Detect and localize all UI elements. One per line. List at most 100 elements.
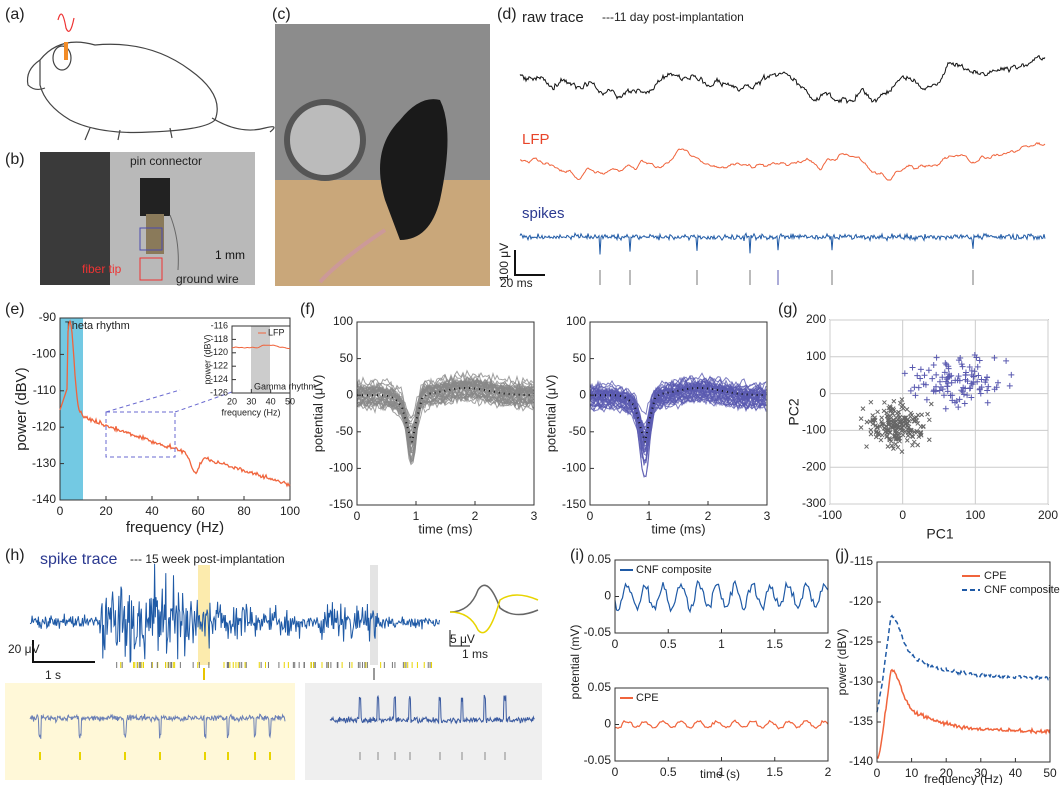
y-axis-label: potential (μV) [543,375,558,453]
scatter-x [885,433,890,439]
waveform [589,378,767,438]
scatter-x [888,438,894,444]
trace-label: spikes [522,205,565,222]
scatter-x [890,417,896,423]
scatter-x [884,413,890,419]
scatter-plus [914,372,921,379]
scatter-plus [907,387,914,394]
scatter-x [864,444,869,449]
scatter-x [858,425,864,430]
scatter-x [868,431,874,437]
y-tick-label: -100 [329,461,353,475]
scatter-plus [974,378,981,385]
title: raw trace [522,9,584,26]
scatter-x [899,428,905,433]
scatter-x [891,423,897,429]
zoom-panel [305,683,542,780]
scatter-x [889,443,895,448]
scale-label: 1 ms [462,647,488,661]
scatter-plus [991,354,998,361]
scatter-plus [944,374,951,381]
y-tick-label: -90 [39,310,57,324]
x-tick-label: 0 [587,509,594,523]
scatter-plus [973,354,980,361]
scatter-plus [978,376,985,383]
scatter-plus [901,370,908,377]
mean-waveform [590,386,766,443]
scatter-x [895,444,901,450]
scatter-plus [978,384,985,391]
scatter-plus [929,375,936,382]
scatter-plus [917,375,924,382]
x-tick-label: 1 [718,765,725,779]
x-tick-label: 0.5 [660,765,677,779]
x-tick-label: 10 [905,766,919,780]
x-tick-label: 60 [191,504,205,518]
scatter-plus [920,381,927,388]
mouse-sketch [26,13,275,141]
x-tick-label: 0 [612,765,619,779]
zoom-panel [5,683,295,780]
scatter-plus [967,384,974,391]
scatter-x [911,439,917,445]
y-axis-label: potential (mV) [568,625,582,700]
y-tick-label: -122 [210,361,228,371]
scatter-x [886,419,892,425]
y-tick-label: 0 [579,387,586,401]
x-tick-label: 200 [1038,508,1058,522]
signal [614,719,829,730]
axes-frame [589,321,768,506]
scatter-x [886,428,891,434]
x-axis-label: frequency (Hz) [221,407,280,417]
scatter-plus [968,380,975,387]
scatter-x [903,415,909,421]
legend-label: CPE [636,692,659,704]
x-tick-label: 100 [965,508,985,522]
scatter-x [921,423,926,429]
x-tick-label: 1 [413,509,420,523]
waveform [356,384,534,433]
scatter-x [879,421,885,427]
y-tick-label: -200 [802,459,826,473]
legend-label: CNF composite [636,564,712,576]
y-tick-label: -150 [329,497,353,511]
scatter-x [915,429,920,435]
y-tick-label: -110 [33,383,56,397]
x-tick-label: 2 [472,509,479,523]
scatter-x [919,412,925,418]
x-tick-label: 40 [1009,766,1023,780]
scatter-x [868,399,874,405]
scatter-plus [1003,357,1010,364]
trace [519,54,1046,105]
y-axis-label: power (dBV) [13,367,30,450]
x-tick-label: 0 [612,637,619,651]
waveform [589,385,767,445]
subtitle: --- 15 week post-implantation [130,552,285,566]
y-tick-label: -100 [562,461,586,475]
scatter-plus [939,386,946,393]
y-tick-label: -140 [849,754,873,768]
y-tick-label: -116 [211,320,228,330]
panel-label: (g) [778,301,798,318]
spike-template [449,594,539,634]
trace-label: LFP [522,131,550,148]
scatter-x [902,415,908,421]
y-tick-label: 0 [604,717,611,731]
scatter-x [904,438,910,443]
scatter-x [881,421,886,427]
scatter-plus [957,355,964,362]
scatter-plus [921,372,928,379]
y-tick-label: -300 [802,496,826,510]
y-tick-label: -118 [211,334,228,344]
scatter-plus [923,396,930,403]
y-tick-label: -115 [850,554,873,568]
scatter-plus [942,360,949,367]
y-tick-label: -140 [32,492,56,506]
x-tick-label: 20 [99,504,113,518]
scatter-x [905,427,911,432]
y-tick-label: 50 [573,351,587,365]
x-tick-label: 20 [227,396,237,406]
scatter-plus [942,405,949,412]
y-tick-label: -100 [32,347,56,361]
